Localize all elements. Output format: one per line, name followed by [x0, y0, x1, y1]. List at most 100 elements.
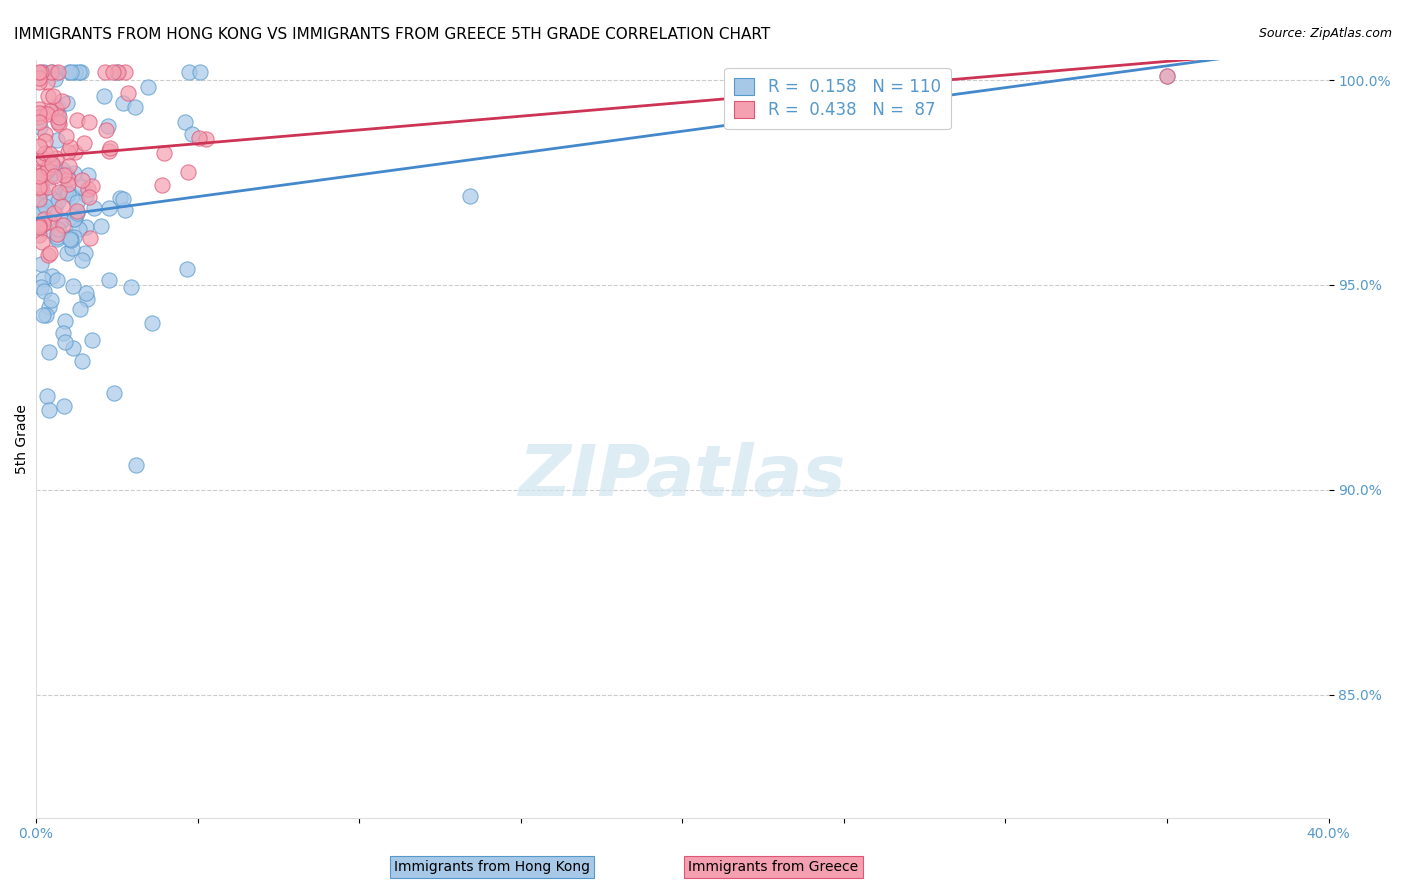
Point: [62, 341, 84, 355]
Point: [28, 65, 51, 79]
Point: [37, 107, 59, 121]
Point: [30, 151, 52, 165]
Point: [60, 189, 83, 203]
Point: [35, 222, 58, 236]
Point: [93, 65, 115, 79]
Point: [66, 195, 89, 210]
Legend: R =  0.158   N = 110, R =  0.438   N =  87: R = 0.158 N = 110, R = 0.438 N = 87: [724, 68, 950, 129]
Point: [34, 128, 56, 142]
Point: [67, 222, 90, 236]
Point: [66, 206, 89, 220]
Point: [70, 172, 93, 186]
Point: [69, 301, 91, 316]
Point: [28, 198, 51, 212]
Point: [42, 159, 65, 173]
Point: [52, 168, 75, 182]
Point: [44, 200, 66, 214]
Point: [28, 139, 51, 153]
Point: [58, 159, 80, 173]
Point: [125, 458, 148, 473]
Point: [70, 252, 93, 267]
Point: [38, 345, 60, 359]
Point: [105, 65, 128, 79]
Point: [28, 71, 51, 86]
Point: [103, 385, 125, 400]
Point: [1156, 69, 1178, 83]
Point: [28, 74, 51, 88]
Point: [35, 309, 58, 323]
Point: [46, 232, 69, 246]
Point: [77, 190, 100, 204]
Point: [28, 194, 51, 209]
Text: Source: ZipAtlas.com: Source: ZipAtlas.com: [1258, 27, 1392, 40]
Point: [52, 326, 75, 341]
Text: IMMIGRANTS FROM HONG KONG VS IMMIGRANTS FROM GREECE 5TH GRADE CORRELATION CHART: IMMIGRANTS FROM HONG KONG VS IMMIGRANTS …: [14, 27, 770, 42]
Point: [39, 169, 62, 184]
Point: [70, 180, 93, 194]
Point: [58, 172, 80, 186]
Point: [188, 131, 211, 145]
Point: [63, 229, 86, 244]
Point: [38, 215, 60, 229]
Point: [97, 145, 120, 159]
Point: [28, 206, 51, 220]
Point: [39, 104, 62, 119]
Point: [45, 151, 67, 165]
Point: [107, 65, 129, 79]
Point: [37, 163, 59, 178]
Point: [32, 65, 55, 79]
Point: [63, 145, 86, 159]
Point: [188, 65, 211, 79]
Point: [77, 115, 100, 129]
Point: [66, 113, 89, 128]
Point: [1156, 69, 1178, 83]
Point: [69, 65, 91, 79]
Point: [38, 402, 60, 417]
Point: [56, 95, 79, 110]
Point: [73, 136, 96, 150]
Point: [34, 199, 56, 213]
Text: Immigrants from Hong Kong: Immigrants from Hong Kong: [394, 860, 591, 874]
Point: [97, 119, 120, 133]
Point: [30, 257, 52, 271]
Point: [194, 132, 217, 146]
Point: [75, 286, 97, 301]
Point: [28, 110, 51, 124]
Point: [31, 167, 53, 181]
Point: [108, 191, 131, 205]
Point: [34, 146, 56, 161]
Point: [46, 106, 69, 120]
Point: [55, 183, 77, 197]
Point: [56, 145, 79, 160]
Point: [176, 262, 198, 277]
Point: [75, 246, 97, 260]
Point: [39, 147, 62, 161]
Point: [44, 72, 66, 87]
Point: [48, 117, 70, 131]
Point: [63, 65, 86, 79]
Point: [66, 203, 89, 218]
Point: [30, 65, 52, 79]
Point: [111, 96, 134, 111]
Point: [46, 194, 69, 209]
Point: [76, 182, 98, 196]
Point: [46, 99, 69, 113]
Point: [59, 140, 82, 154]
Point: [75, 220, 97, 235]
Point: [42, 169, 65, 184]
Point: [59, 229, 82, 244]
Point: [39, 293, 62, 308]
Point: [28, 120, 51, 134]
Point: [35, 164, 58, 178]
Point: [76, 292, 98, 306]
Point: [141, 316, 163, 330]
Point: [70, 354, 93, 368]
Point: [39, 191, 62, 205]
Point: [42, 89, 65, 103]
Point: [46, 221, 69, 235]
Point: [45, 65, 67, 79]
Point: [63, 212, 86, 227]
Point: [114, 65, 136, 79]
Point: [34, 285, 56, 299]
Text: ZIPatlas: ZIPatlas: [519, 442, 846, 511]
